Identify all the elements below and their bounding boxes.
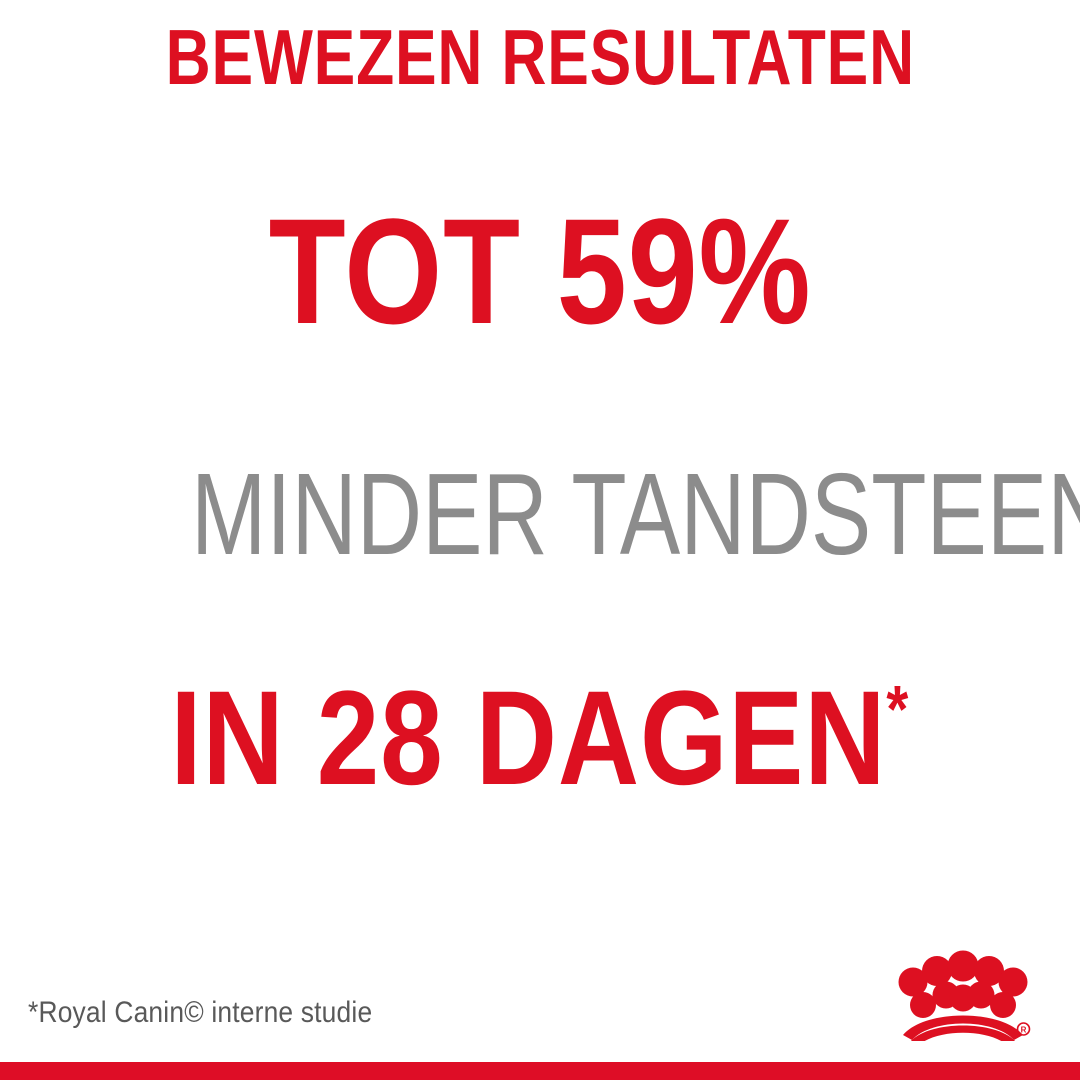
timeframe-line-container: IN 28 DAGEN* bbox=[0, 672, 1080, 806]
footnote-marker-asterisk: * bbox=[886, 671, 910, 747]
royal-canin-crown-logo: R bbox=[893, 943, 1033, 1041]
crown-icon bbox=[898, 950, 1028, 1041]
benefit-line: MINDER TANDSTEENVORMING bbox=[190, 449, 1080, 579]
svg-text:R: R bbox=[1021, 1025, 1027, 1034]
bottom-brand-bar bbox=[0, 1062, 1080, 1080]
stat-headline-container: TOT 59% bbox=[0, 196, 1080, 346]
stat-headline: TOT 59% bbox=[268, 187, 812, 355]
footnote-text: *Royal Canin© interne studie bbox=[28, 996, 373, 1029]
timeframe-text: IN 28 DAGEN bbox=[170, 664, 887, 813]
timeframe-line: IN 28 DAGEN* bbox=[171, 672, 910, 806]
eyebrow-heading-container: BEWEZEN RESULTATEN bbox=[0, 18, 1080, 96]
eyebrow-heading: BEWEZEN RESULTATEN bbox=[165, 13, 915, 101]
registered-trademark-mark: R bbox=[1016, 1022, 1031, 1036]
benefit-line-container: MINDER TANDSTEENVORMING bbox=[0, 456, 1080, 572]
